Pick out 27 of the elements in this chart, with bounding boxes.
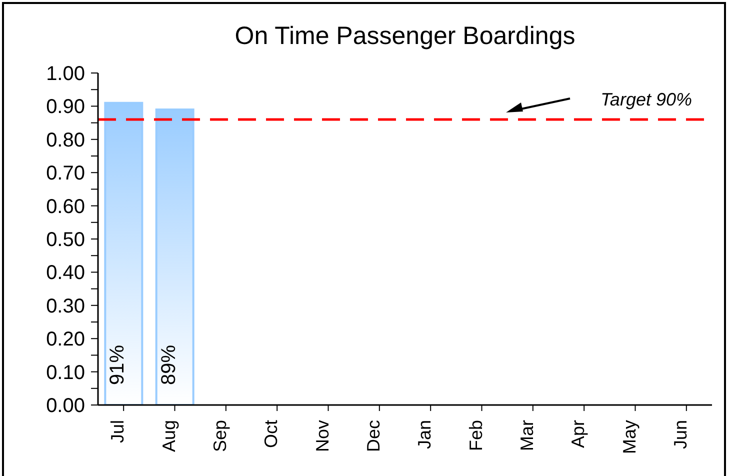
x-tick-label: Jun — [670, 420, 690, 450]
y-tick-label: 0.60 — [46, 196, 85, 218]
x-tick-label: Jul — [108, 420, 128, 444]
y-tick-label: 0.40 — [46, 262, 85, 284]
x-tick-label: Nov — [312, 420, 332, 452]
x-tick-label: May — [619, 420, 640, 454]
x-tick-label: Jan — [414, 420, 435, 450]
y-tick-label: 0.10 — [46, 362, 85, 384]
y-tick-label: 0.30 — [46, 295, 85, 318]
x-tick-label: Feb — [466, 420, 486, 452]
chart-title: On Time Passenger Boardings — [234, 22, 576, 51]
y-tick-label: 0.80 — [46, 129, 85, 152]
y-tick-label: 0.20 — [46, 328, 85, 351]
data-label: 89% — [158, 344, 180, 385]
x-tick-label: Mar — [516, 420, 537, 451]
y-tick-label: 0.90 — [46, 96, 85, 118]
x-tick-label: Dec — [363, 420, 384, 452]
y-tick-label: 0.70 — [46, 162, 85, 185]
x-tick-label: Oct — [261, 420, 282, 448]
y-tick-label: 1.00 — [46, 63, 85, 85]
data-label: 91% — [106, 344, 129, 385]
y-tick-label: 0.50 — [46, 229, 85, 251]
ref-line-label: Target 90% — [600, 89, 692, 110]
x-tick-label: Sep — [210, 420, 230, 452]
x-tick-label: Apr — [568, 420, 588, 448]
x-tick-label: Aug — [158, 420, 179, 452]
y-tick-label: 0.00 — [46, 395, 85, 417]
